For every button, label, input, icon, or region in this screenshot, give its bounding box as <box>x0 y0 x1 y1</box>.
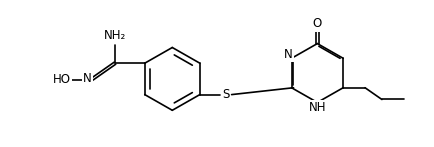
Text: O: O <box>312 17 321 30</box>
Text: N: N <box>82 72 91 85</box>
Text: HO: HO <box>53 73 71 86</box>
Text: N: N <box>283 48 292 61</box>
Text: S: S <box>221 88 229 101</box>
Text: NH₂: NH₂ <box>104 29 126 42</box>
Text: NH: NH <box>308 101 326 114</box>
